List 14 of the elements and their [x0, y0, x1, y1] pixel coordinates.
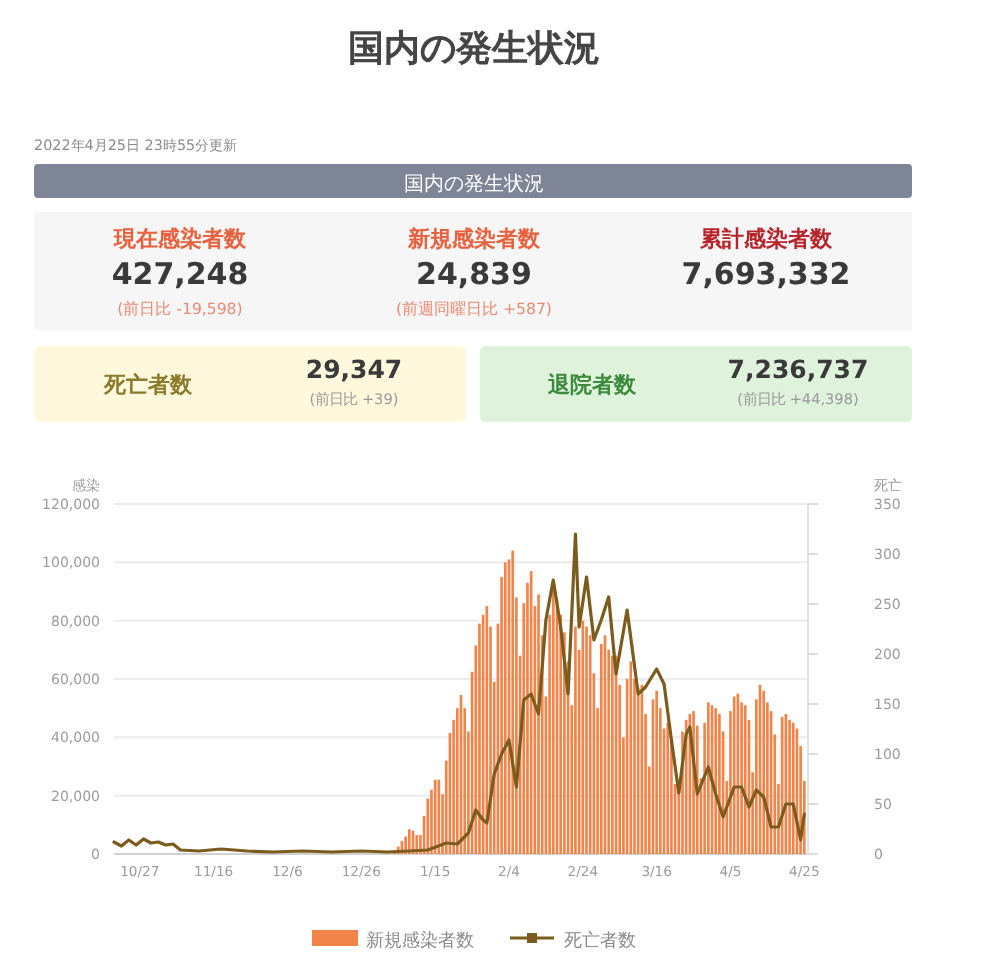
text: 7,693,332 — [681, 256, 851, 292]
text: 29,347 — [305, 354, 403, 384]
text: 427,248 — [111, 256, 249, 292]
legend-label: 死亡者数 — [564, 930, 636, 952]
text: 国内の発生状況 — [348, 28, 600, 70]
text: 死亡者数 — [102, 372, 194, 398]
text: 新規感染者数 — [406, 226, 542, 252]
text: 退院者数 — [546, 372, 638, 398]
text: 累計感染者数 — [698, 226, 834, 252]
text: 24,839 — [416, 256, 532, 292]
text: 現在感染者数 — [112, 226, 248, 252]
text: 7,236,737 — [727, 354, 869, 384]
legend-label: 新規感染者数 — [366, 930, 474, 952]
text: 国内の発生状況 — [404, 172, 544, 196]
